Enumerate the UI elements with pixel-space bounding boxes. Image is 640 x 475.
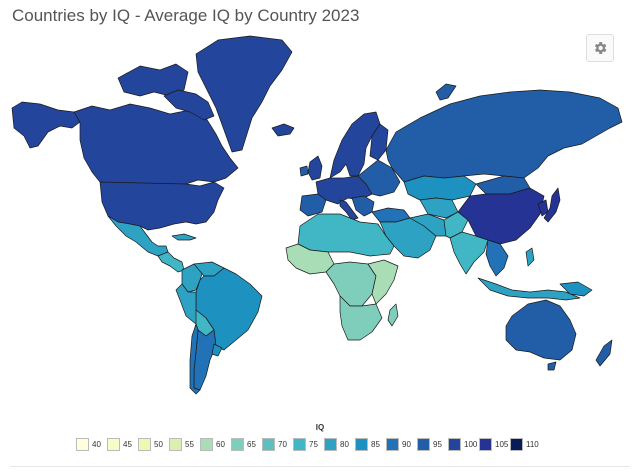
legend-label: 85 bbox=[371, 440, 380, 449]
legend-label: 110 bbox=[526, 440, 539, 449]
country-southeast-asia[interactable] bbox=[485, 239, 509, 277]
legend-swatch bbox=[169, 438, 182, 451]
legend-title: IQ bbox=[315, 423, 325, 432]
legend-label: 65 bbox=[247, 440, 256, 449]
legend-swatch bbox=[107, 438, 120, 451]
legend-swatch bbox=[324, 438, 337, 451]
country-eastern-europe[interactable] bbox=[357, 159, 401, 197]
country-iceland[interactable] bbox=[271, 123, 295, 137]
country-chile[interactable] bbox=[189, 323, 201, 395]
country-baffin[interactable] bbox=[163, 89, 215, 121]
country-cuba[interactable] bbox=[171, 233, 197, 241]
country-balkans[interactable] bbox=[351, 195, 375, 217]
country-central-america[interactable] bbox=[157, 251, 185, 273]
legend-swatch bbox=[448, 438, 461, 451]
country-iberia[interactable] bbox=[299, 193, 327, 217]
legend-item[interactable]: 110 bbox=[510, 438, 541, 451]
country-china[interactable] bbox=[457, 187, 545, 245]
country-madagascar[interactable] bbox=[387, 303, 399, 327]
legend-item[interactable]: 45 bbox=[107, 438, 138, 451]
legend-label: 50 bbox=[154, 440, 163, 449]
legend-swatch bbox=[386, 438, 399, 451]
legend-label: 105 bbox=[495, 440, 509, 449]
country-india[interactable] bbox=[449, 231, 489, 275]
country-uruguay[interactable] bbox=[211, 343, 223, 357]
legend-item[interactable]: 95 bbox=[417, 438, 448, 451]
country-uk[interactable] bbox=[307, 155, 323, 181]
country-greenland[interactable] bbox=[195, 35, 293, 153]
legend-swatch bbox=[479, 438, 492, 451]
legend-swatch bbox=[262, 438, 275, 451]
country-mexico[interactable] bbox=[107, 215, 169, 257]
country-japan[interactable] bbox=[543, 187, 561, 223]
legend-label: 90 bbox=[402, 440, 411, 449]
legend-swatch bbox=[76, 438, 89, 451]
country-canada-islands[interactable] bbox=[117, 63, 189, 97]
legend-item[interactable]: 90 bbox=[386, 438, 417, 451]
legend-swatch bbox=[231, 438, 244, 451]
legend: 40 45 50 55 60 65 70 75 80 85 90 95 100 … bbox=[76, 438, 541, 451]
legend-swatch bbox=[293, 438, 306, 451]
gear-icon bbox=[594, 42, 607, 54]
legend-item[interactable]: 105 bbox=[479, 438, 510, 451]
legend-label: 100 bbox=[464, 440, 478, 449]
settings-button[interactable] bbox=[586, 34, 614, 62]
country-alaska[interactable] bbox=[11, 101, 81, 149]
world-map bbox=[11, 35, 623, 395]
legend-item[interactable]: 50 bbox=[138, 438, 169, 451]
country-novaya-zemlya[interactable] bbox=[435, 83, 457, 101]
country-new-zealand[interactable] bbox=[595, 339, 613, 367]
country-tasmania[interactable] bbox=[547, 361, 557, 371]
legend-swatch bbox=[417, 438, 430, 451]
legend-label: 70 bbox=[278, 440, 287, 449]
legend-item[interactable]: 60 bbox=[200, 438, 231, 451]
chart-title: Countries by IQ - Average IQ by Country … bbox=[12, 6, 360, 25]
country-italy[interactable] bbox=[339, 199, 359, 221]
legend-label: 75 bbox=[309, 440, 318, 449]
legend-label: 95 bbox=[433, 440, 442, 449]
legend-label: 40 bbox=[92, 440, 101, 449]
country-russia[interactable] bbox=[385, 89, 623, 183]
country-kazakhstan[interactable] bbox=[403, 175, 477, 201]
legend-item[interactable]: 55 bbox=[169, 438, 200, 451]
country-central-africa[interactable] bbox=[325, 261, 377, 307]
legend-item[interactable]: 65 bbox=[231, 438, 262, 451]
legend-label: 60 bbox=[216, 440, 225, 449]
country-east-africa[interactable] bbox=[367, 259, 399, 305]
country-philippines[interactable] bbox=[525, 247, 535, 267]
legend-item[interactable]: 40 bbox=[76, 438, 107, 451]
legend-swatch bbox=[200, 438, 213, 451]
legend-swatch bbox=[355, 438, 368, 451]
legend-item[interactable]: 100 bbox=[448, 438, 479, 451]
legend-label: 80 bbox=[340, 440, 349, 449]
legend-label: 55 bbox=[185, 440, 194, 449]
legend-swatch bbox=[138, 438, 151, 451]
legend-item[interactable]: 85 bbox=[355, 438, 386, 451]
country-southern-africa[interactable] bbox=[339, 295, 383, 341]
legend-item[interactable]: 70 bbox=[262, 438, 293, 451]
legend-label: 45 bbox=[123, 440, 132, 449]
country-canada[interactable] bbox=[73, 103, 239, 185]
country-australia[interactable] bbox=[505, 299, 577, 361]
country-new-guinea[interactable] bbox=[559, 281, 593, 297]
country-ireland[interactable] bbox=[299, 165, 309, 177]
legend-swatch bbox=[510, 438, 523, 451]
legend-item[interactable]: 80 bbox=[324, 438, 355, 451]
country-indonesia[interactable] bbox=[477, 277, 581, 301]
legend-item[interactable]: 75 bbox=[293, 438, 324, 451]
divider bbox=[10, 466, 630, 467]
